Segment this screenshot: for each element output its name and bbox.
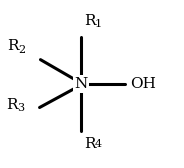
Text: N: N	[74, 77, 88, 91]
Text: 2: 2	[18, 45, 25, 55]
Text: 4: 4	[94, 139, 101, 149]
Text: 1: 1	[94, 19, 101, 29]
Text: R: R	[84, 14, 95, 28]
Text: R: R	[7, 39, 19, 53]
Text: R: R	[84, 137, 95, 151]
Text: OH: OH	[130, 77, 156, 91]
Text: R: R	[6, 98, 18, 112]
Text: 3: 3	[17, 103, 24, 113]
